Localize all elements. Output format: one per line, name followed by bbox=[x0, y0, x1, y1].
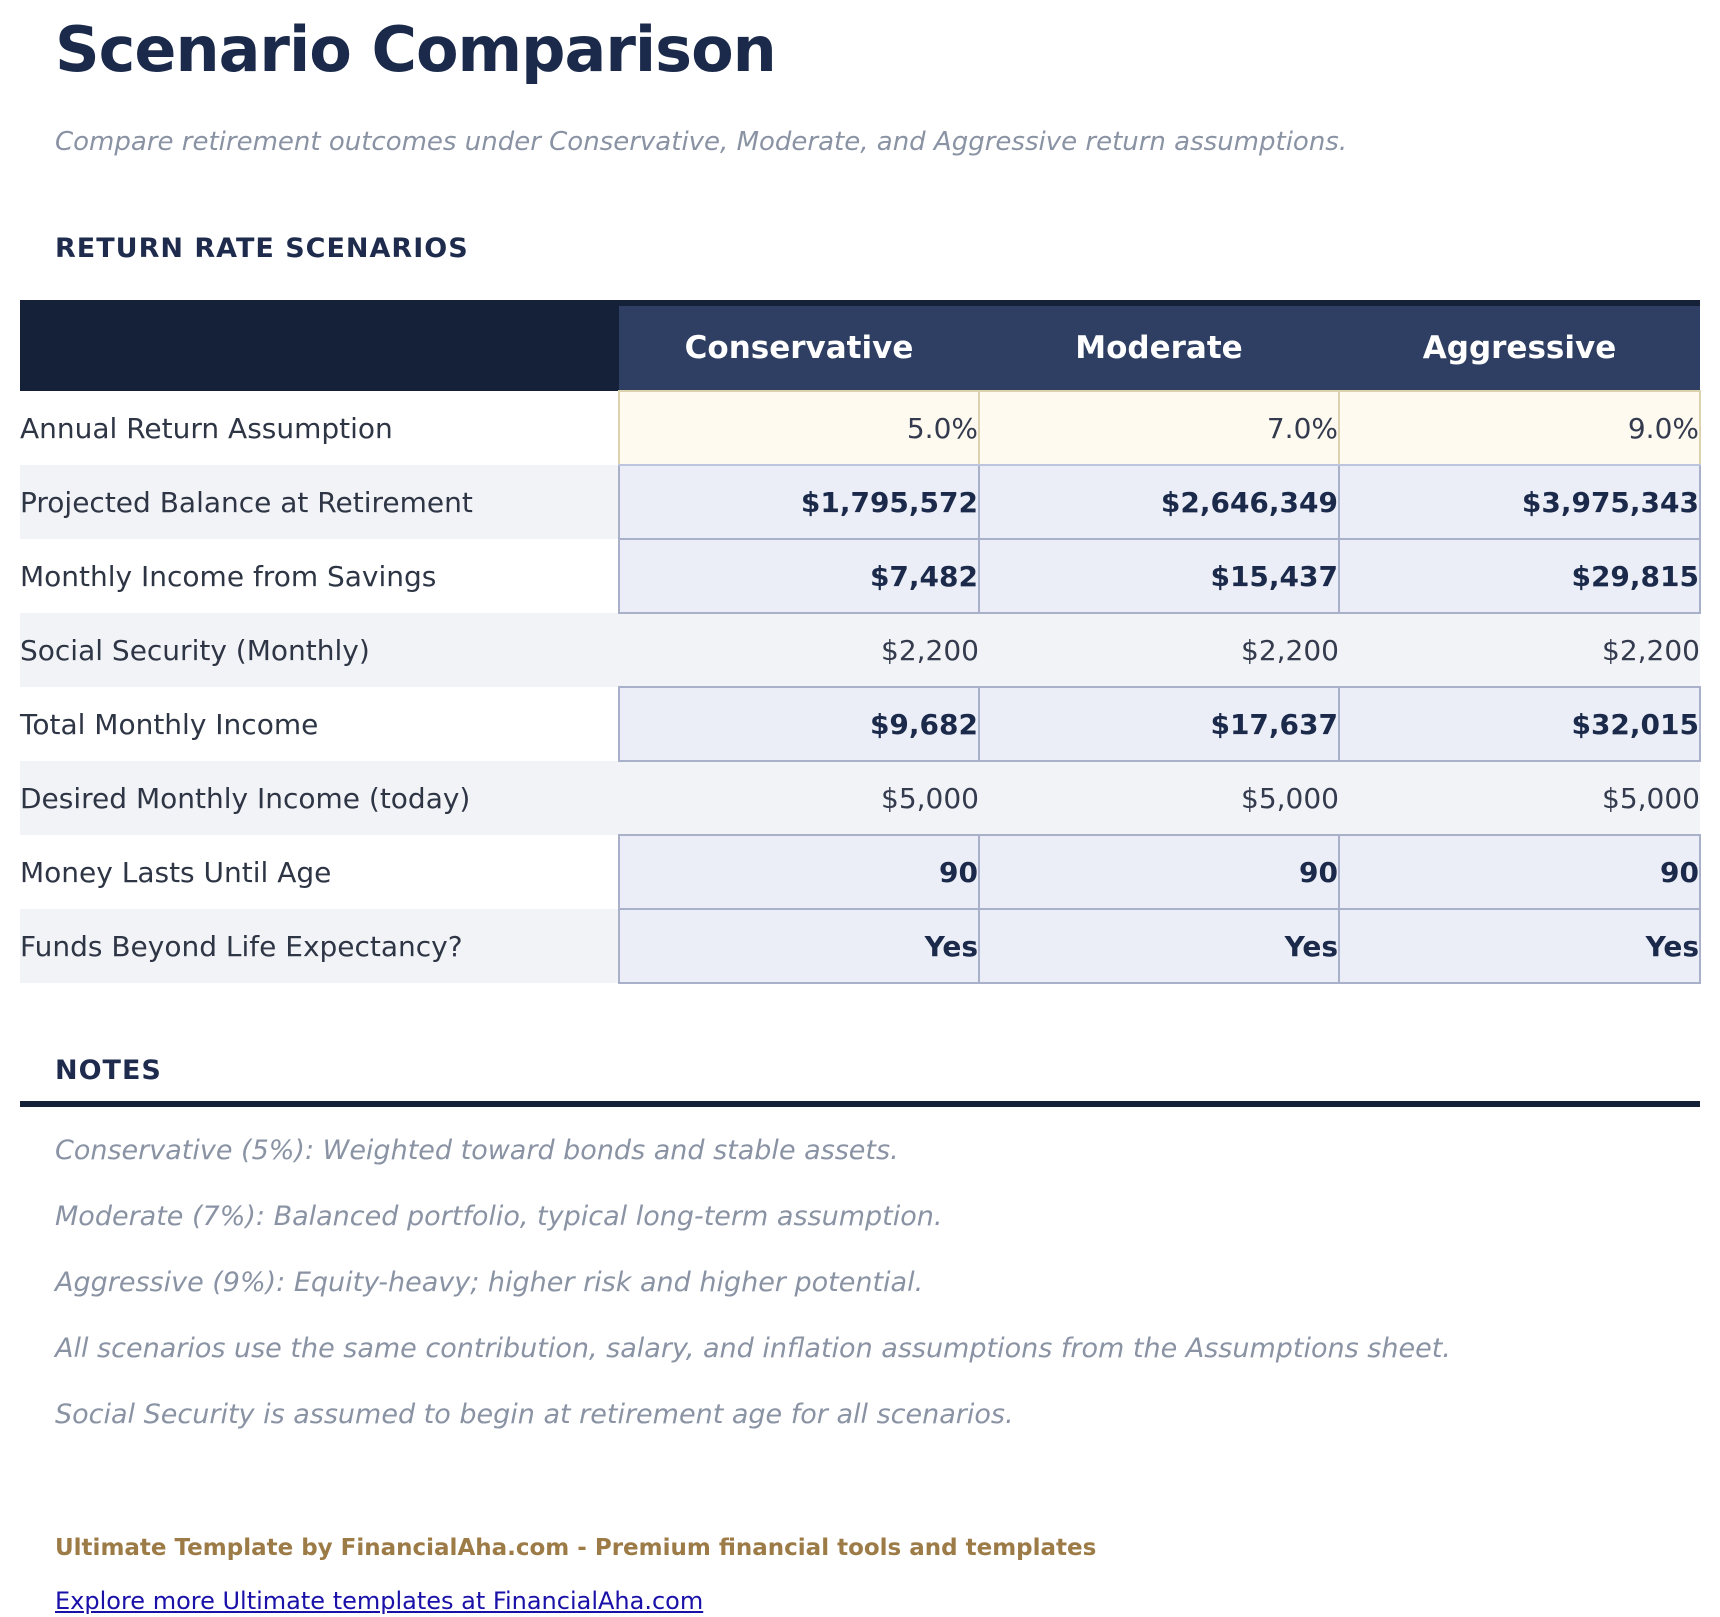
note-item: Aggressive (9%): Equity-heavy; higher ri… bbox=[55, 1267, 924, 1298]
table-row: Monthly Income from Savings $7,482 $15,437… bbox=[20, 538, 1701, 614]
column-header-moderate: Moderate bbox=[979, 303, 1339, 391]
column-header-aggressive: Aggressive bbox=[1339, 303, 1700, 391]
row-label: Annual Return Assumption bbox=[20, 391, 619, 465]
value-cell: $2,200 bbox=[1339, 613, 1700, 687]
page-subtitle: Compare retirement outcomes under Conser… bbox=[55, 127, 1348, 157]
explore-templates-link[interactable]: Explore more Ultimate templates at Finan… bbox=[55, 1587, 704, 1615]
value-cell: $3,975,343 bbox=[1338, 464, 1701, 540]
note-item: Conservative (5%): Weighted toward bonds… bbox=[55, 1135, 899, 1166]
row-label: Total Monthly Income bbox=[20, 687, 619, 761]
row-label: Money Lasts Until Age bbox=[20, 835, 619, 909]
value-cell: 90 bbox=[978, 834, 1340, 910]
table-row: Funds Beyond Life Expectancy? Yes Yes Yes bbox=[20, 908, 1701, 984]
value-cell: $5,000 bbox=[1339, 761, 1700, 835]
value-cell: Yes bbox=[978, 908, 1340, 984]
value-cell: $29,815 bbox=[1338, 538, 1701, 614]
value-cell: $32,015 bbox=[1338, 686, 1701, 762]
page-title: Scenario Comparison bbox=[55, 13, 777, 86]
value-cell: Yes bbox=[1338, 908, 1701, 984]
corner-header-cell bbox=[20, 303, 619, 391]
value-cell: $7,482 bbox=[618, 538, 980, 614]
row-label: Projected Balance at Retirement bbox=[20, 465, 619, 539]
value-cell: $2,646,349 bbox=[978, 464, 1340, 540]
value-cell: $2,200 bbox=[619, 613, 979, 687]
input-value-cell[interactable]: 7.0% bbox=[978, 390, 1340, 466]
value-cell: $5,000 bbox=[979, 761, 1339, 835]
table-header-row: Conservative Moderate Aggressive bbox=[20, 303, 1700, 391]
table-row: Social Security (Monthly) $2,200 $2,200 $2,… bbox=[20, 613, 1700, 687]
value-cell: $17,637 bbox=[978, 686, 1340, 762]
notes-list: Conservative (5%): Weighted toward bonds… bbox=[0, 1133, 1720, 1433]
value-cell: Yes bbox=[618, 908, 980, 984]
value-cell: $2,200 bbox=[979, 613, 1339, 687]
section-heading-return-rate-scenarios: RETURN RATE SCENARIOS bbox=[55, 233, 469, 264]
table-row: Annual Return Assumption 5.0% 7.0% 9.0% bbox=[20, 390, 1701, 466]
section-heading-notes: NOTES bbox=[55, 1055, 162, 1086]
table-row: Desired Monthly Income (today) $5,000 $5,0… bbox=[20, 761, 1700, 835]
value-cell: 90 bbox=[1338, 834, 1701, 910]
input-value-cell[interactable]: 5.0% bbox=[618, 390, 980, 466]
value-cell: $5,000 bbox=[619, 761, 979, 835]
value-cell: 90 bbox=[618, 834, 980, 910]
note-item: All scenarios use the same contribution,… bbox=[55, 1333, 1451, 1364]
scenario-comparison-table: Conservative Moderate Aggressive Annual … bbox=[20, 300, 1701, 984]
value-cell: $9,682 bbox=[618, 686, 980, 762]
value-cell: $1,795,572 bbox=[618, 464, 980, 540]
input-value-cell[interactable]: 9.0% bbox=[1338, 390, 1701, 466]
row-label: Desired Monthly Income (today) bbox=[20, 761, 619, 835]
row-label: Monthly Income from Savings bbox=[20, 539, 619, 613]
note-item: Social Security is assumed to begin at r… bbox=[55, 1399, 1014, 1430]
notes-divider-rule bbox=[20, 1101, 1700, 1107]
row-label: Social Security (Monthly) bbox=[20, 613, 619, 687]
table-row: Total Monthly Income $9,682 $17,637 $32,015 bbox=[20, 686, 1701, 762]
row-label: Funds Beyond Life Expectancy? bbox=[20, 909, 619, 983]
value-cell: $15,437 bbox=[978, 538, 1340, 614]
table-row: Money Lasts Until Age 90 90 90 bbox=[20, 834, 1701, 910]
note-item: Moderate (7%): Balanced portfolio, typic… bbox=[55, 1201, 943, 1232]
table-row: Projected Balance at Retirement $1,795,57… bbox=[20, 464, 1701, 540]
brand-line: Ultimate Template by FinancialAha.com - … bbox=[55, 1535, 1097, 1561]
column-header-conservative: Conservative bbox=[619, 303, 979, 391]
